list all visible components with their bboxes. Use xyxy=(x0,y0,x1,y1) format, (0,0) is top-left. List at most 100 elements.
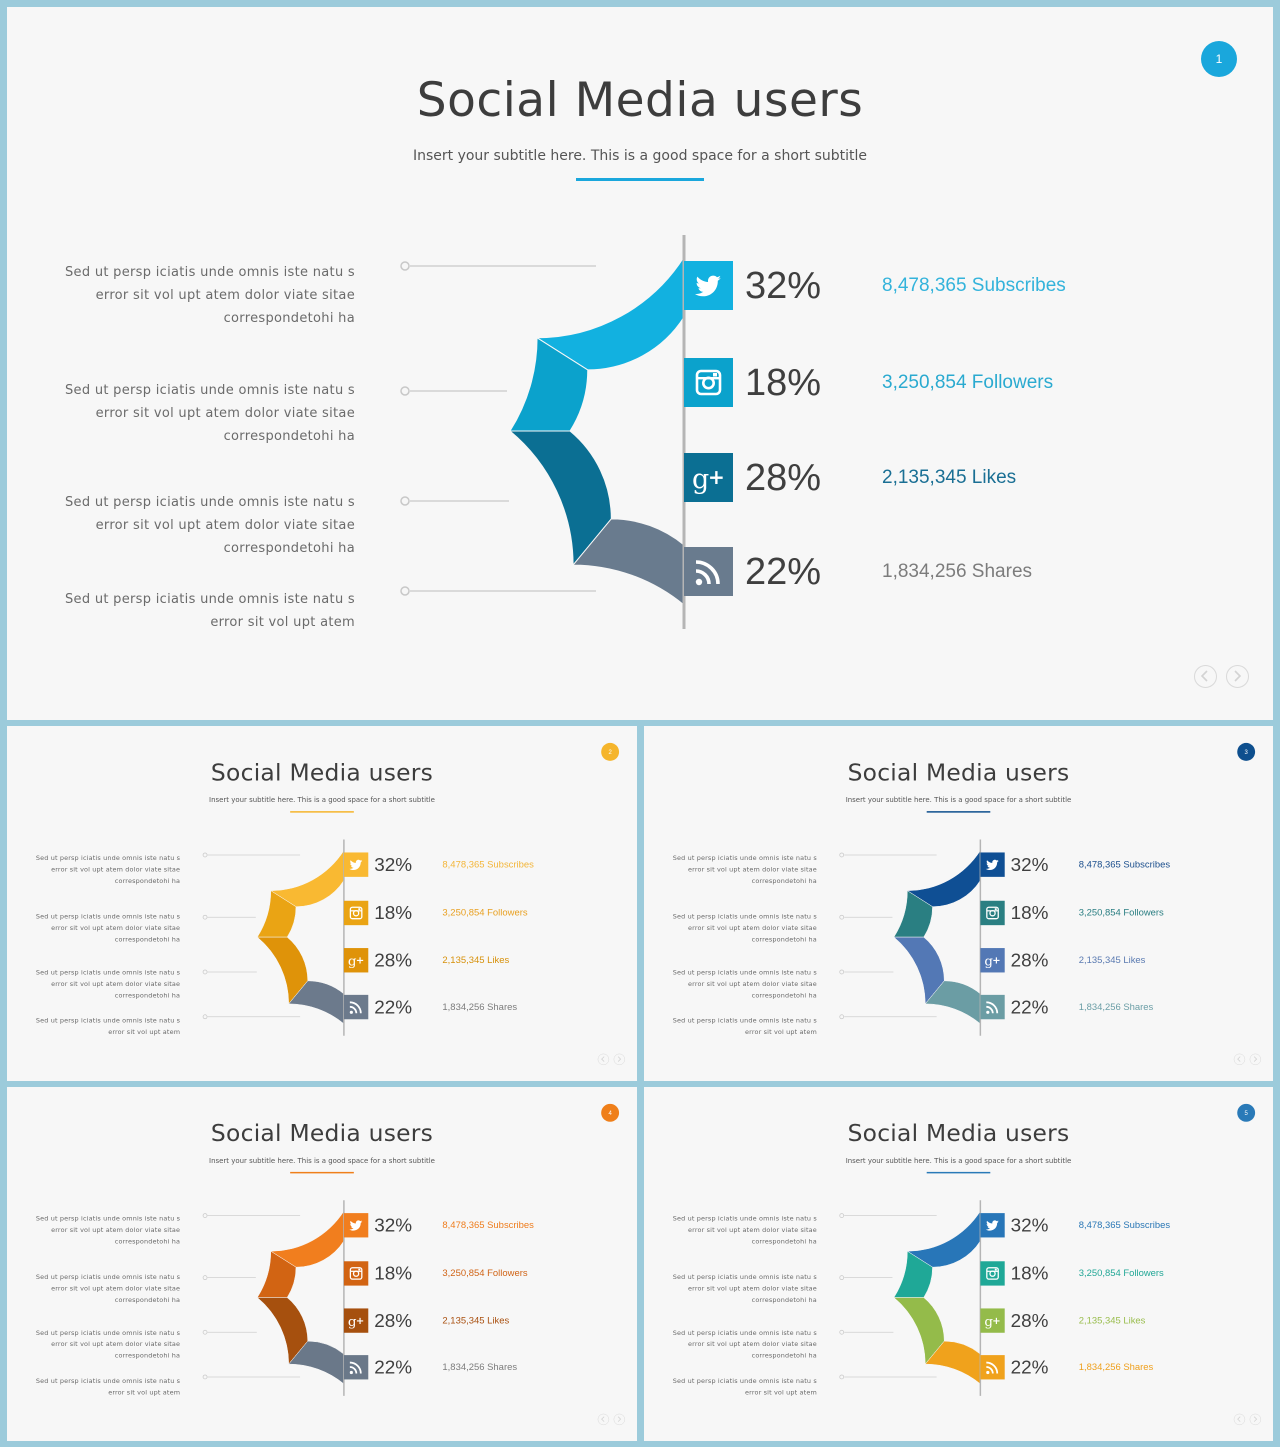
stat-count-label: 8,478,365 Subscribes xyxy=(1078,859,1171,870)
description-text: Sed ut persp iciatis unde omnis iste nat… xyxy=(47,491,355,560)
description-line: error sit vol upt atem dolor viate sitae xyxy=(51,1340,181,1349)
description-line: error sit vol upt atem dolor viate sitae xyxy=(688,865,817,874)
description-line: Sed ut persp iciatis unde omnis iste nat… xyxy=(672,854,817,862)
page-number-badge: 2 xyxy=(601,742,620,761)
description-line: correspondetohi ha xyxy=(223,541,355,556)
description-text: Sed ut persp iciatis unde omnis iste nat… xyxy=(27,1375,180,1398)
stat-count-label: 8,478,365 Subscribes xyxy=(1078,1220,1171,1231)
description-line: error sit vol upt atem dolor viate sitae xyxy=(51,1285,181,1293)
donut-slice-rss xyxy=(924,1340,981,1385)
percent-label: 18% xyxy=(1010,902,1049,924)
description-line: Sed ut persp iciatis unde omnis iste nat… xyxy=(64,383,355,398)
description-line: error sit vol upt atem dolor viate sitae xyxy=(51,1226,181,1234)
title-underline xyxy=(926,811,991,813)
instagram-badge xyxy=(980,1261,1005,1286)
leader-dot xyxy=(839,852,845,858)
percent-label: 28% xyxy=(374,950,413,971)
donut-chart xyxy=(202,1200,345,1396)
percent-label: 28% xyxy=(1010,1310,1049,1332)
percent-label: 32% xyxy=(745,265,822,307)
next-slide-button[interactable] xyxy=(613,1413,626,1426)
description-line: Sed ut persp iciatis unde omnis iste nat… xyxy=(35,913,181,921)
slide-3: Social Media users Insert your subtitle … xyxy=(644,726,1273,1081)
stat-count-label: 3,250,854 Followers xyxy=(1078,1268,1164,1279)
prev-slide-button[interactable] xyxy=(597,1053,610,1066)
instagram-badge xyxy=(343,900,369,926)
percent-label: 18% xyxy=(374,1263,413,1285)
page-number-badge: 4 xyxy=(601,1103,620,1122)
description-line: error sit vol upt atem dolor viate sitae xyxy=(95,518,355,533)
percent-label: 28% xyxy=(1010,950,1049,971)
description-line: error sit vol upt atem xyxy=(108,1028,181,1037)
stat-count-label: 3,250,854 Followers xyxy=(1078,907,1164,919)
donut-slice-google-plus xyxy=(256,1297,308,1365)
next-slide-button[interactable] xyxy=(613,1053,626,1066)
stat-count-label: 3,250,854 Followers xyxy=(442,1268,528,1279)
stat-count-label: 1,834,256 Shares xyxy=(1078,1001,1154,1013)
leader-dot xyxy=(839,969,845,975)
svg-text:+: + xyxy=(708,465,725,489)
percent-label: 18% xyxy=(374,902,413,924)
percent-label: 22% xyxy=(374,1357,413,1378)
description-line: correspondetohi ha xyxy=(114,1237,181,1246)
description-line: correspondetohi ha xyxy=(751,1237,817,1246)
rss-badge xyxy=(343,994,369,1020)
slide-title: Social Media users xyxy=(847,1119,1070,1148)
donut-slice-instagram xyxy=(256,890,297,938)
stat-count-label: 1,834,256 Shares xyxy=(442,1362,518,1373)
leader-dot xyxy=(202,1275,208,1281)
description-text: Sed ut persp iciatis unde omnis iste nat… xyxy=(664,1327,817,1361)
description-line: correspondetohi ha xyxy=(223,311,355,326)
description-text: Sed ut persp iciatis unde omnis iste nat… xyxy=(27,1327,180,1361)
donut-slice-google-plus xyxy=(256,936,308,1005)
next-slide-button[interactable] xyxy=(1226,665,1249,688)
description-line: correspondetohi ha xyxy=(751,1296,817,1304)
page-number-badge: 3 xyxy=(1237,742,1256,761)
next-slide-button[interactable] xyxy=(1249,1053,1262,1066)
twitter-badge xyxy=(980,1213,1005,1238)
description-text: Sed ut persp iciatis unde omnis iste nat… xyxy=(664,1015,817,1038)
donut-slice-rss xyxy=(572,518,685,607)
rss-icon xyxy=(986,1001,999,1014)
leader-dot xyxy=(202,914,208,920)
description-line: error sit vol upt atem dolor viate sitae xyxy=(51,924,181,933)
page-number-badge: 5 xyxy=(1237,1103,1256,1122)
twitter-badge xyxy=(684,261,733,310)
prev-slide-button[interactable] xyxy=(597,1413,610,1426)
description-text: Sed ut persp iciatis unde omnis iste nat… xyxy=(47,379,355,448)
prev-slide-button[interactable] xyxy=(1233,1053,1246,1066)
stat-count-label: 2,135,345 Likes xyxy=(442,1315,510,1326)
rss-badge xyxy=(980,994,1005,1020)
donut-slice-rss xyxy=(288,1340,345,1385)
description-line: Sed ut persp iciatis unde omnis iste nat… xyxy=(35,1273,181,1282)
prev-slide-button[interactable] xyxy=(1194,665,1217,688)
next-slide-button[interactable] xyxy=(1249,1413,1262,1426)
svg-text:g: g xyxy=(692,464,709,495)
description-text: Sed ut persp iciatis unde omnis iste nat… xyxy=(664,911,817,945)
twitter-icon xyxy=(349,859,363,871)
description-text: Sed ut persp iciatis unde omnis iste nat… xyxy=(27,852,180,886)
rss-icon xyxy=(695,560,720,586)
description-line: correspondetohi ha xyxy=(114,936,181,944)
description-line: correspondetohi ha xyxy=(114,991,181,1000)
description-line: error sit vol upt atem dolor viate sitae xyxy=(688,1340,817,1349)
twitter-icon xyxy=(985,1220,999,1231)
prev-slide-button[interactable] xyxy=(1233,1413,1246,1426)
description-line: error sit vol upt atem dolor viate sitae xyxy=(688,1226,817,1234)
description-line: Sed ut persp iciatis unde omnis iste nat… xyxy=(64,495,355,510)
donut-slice-instagram xyxy=(893,1250,933,1298)
description-line: correspondetohi ha xyxy=(114,1352,181,1360)
description-line: error sit vol upt atem xyxy=(210,615,355,630)
description-line: error sit vol upt atem dolor viate sitae xyxy=(688,924,817,933)
svg-text:g: g xyxy=(984,954,993,969)
description-text: Sed ut persp iciatis unde omnis iste nat… xyxy=(664,1375,817,1398)
slide-subtitle: Insert your subtitle here. This is a goo… xyxy=(209,796,435,805)
donut-slice-instagram xyxy=(509,336,589,432)
description-line: error sit vol upt atem dolor viate sitae xyxy=(95,288,355,303)
description-line: correspondetohi ha xyxy=(751,936,817,944)
rss-icon xyxy=(349,1361,362,1375)
chevron-right-icon xyxy=(617,1056,622,1062)
description-text: Sed ut persp iciatis unde omnis iste nat… xyxy=(27,1213,180,1247)
leader-dot xyxy=(839,914,845,920)
leader-dot xyxy=(202,1329,208,1335)
